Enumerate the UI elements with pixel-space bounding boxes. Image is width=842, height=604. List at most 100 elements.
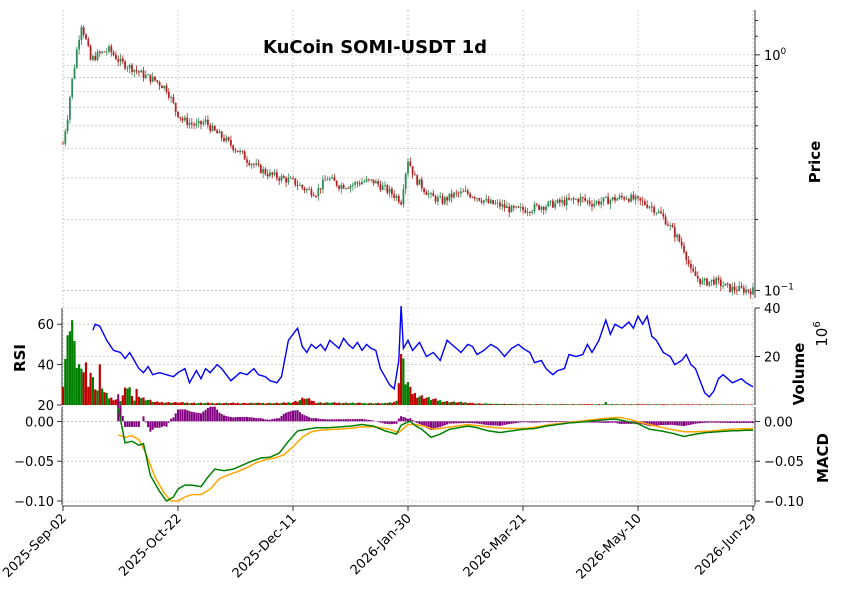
volume-bar: [642, 404, 644, 405]
candle-body: [108, 46, 110, 51]
candle-body: [676, 235, 678, 237]
candle-body: [230, 140, 232, 145]
volume-bar: [653, 404, 655, 405]
macd-histogram-bar: [308, 417, 310, 421]
volume-bar: [320, 402, 322, 405]
volume-bar: [76, 368, 78, 405]
macd-histogram-bar: [393, 421, 395, 424]
candle-body: [412, 166, 414, 174]
candle-body: [435, 196, 437, 201]
volume-bar: [729, 404, 731, 405]
macd-histogram-bar: [478, 421, 480, 423]
macd-histogram-bar: [122, 416, 124, 421]
volume-bar: [69, 331, 71, 405]
candle-body: [741, 286, 743, 288]
volume-bar: [464, 402, 466, 405]
candle-body: [589, 201, 591, 204]
candle-body: [598, 201, 600, 204]
candle-body: [738, 286, 740, 291]
candle-body: [522, 207, 524, 210]
candle-body: [462, 192, 464, 193]
macd-histogram-bar: [301, 414, 303, 421]
macd-histogram-bar: [437, 421, 439, 427]
macd-histogram-bar: [619, 421, 621, 424]
volume-bar: [474, 404, 476, 405]
macd-histogram-bar: [306, 416, 308, 421]
macd-histogram-bar: [389, 421, 391, 424]
candle-body: [331, 177, 333, 178]
macd-histogram-bar: [655, 421, 657, 425]
volume-bar: [717, 404, 719, 405]
macd-histogram-bar: [752, 421, 754, 423]
candle-body: [380, 184, 382, 189]
candle-body: [101, 52, 103, 53]
volume-bar: [119, 401, 121, 405]
volume-bar: [706, 404, 708, 405]
x-tick-label: 2025-Oct-22: [116, 511, 184, 579]
macd-histogram-bar: [605, 421, 607, 423]
candle-body: [515, 206, 517, 207]
candle-body: [508, 206, 510, 212]
volume-bar: [241, 403, 243, 405]
volume-bar: [361, 403, 363, 405]
macd-histogram-bar: [729, 421, 731, 423]
volume-bar: [269, 403, 271, 405]
volume-bar: [363, 403, 365, 405]
volume-bar: [145, 400, 147, 405]
volume-bar: [579, 404, 581, 405]
macd-histogram-bar: [442, 421, 444, 426]
volume-bar: [533, 404, 535, 405]
macd-histogram-bar: [621, 421, 623, 424]
volume-bar: [292, 402, 294, 405]
candle-body: [133, 70, 135, 72]
volume-bar: [274, 403, 276, 405]
macd-histogram-bar: [398, 419, 400, 422]
macd-histogram-bar: [416, 421, 418, 423]
candle-body: [534, 204, 536, 211]
volume-bar: [308, 398, 310, 405]
macd-histogram-bar: [354, 419, 356, 421]
macd-histogram-bar: [331, 419, 333, 421]
volume-bar: [267, 403, 269, 405]
volume-bar: [545, 404, 547, 405]
macd-histogram-bar: [405, 418, 407, 422]
candle-body: [350, 186, 352, 189]
candle-body: [196, 123, 198, 125]
macd-histogram-bar: [559, 421, 561, 422]
candle-body: [554, 203, 556, 208]
candle-body: [527, 212, 529, 213]
candle-body: [575, 199, 577, 200]
candle-body: [439, 196, 441, 197]
volume-bar: [234, 403, 236, 405]
volume-bar: [667, 404, 669, 405]
candle-body: [600, 202, 602, 205]
volume-bar: [430, 400, 432, 405]
volume-bar: [326, 402, 328, 405]
candle-body: [244, 152, 246, 160]
volume-bar: [467, 403, 469, 405]
candle-body: [232, 145, 234, 150]
macd-histogram-bar: [669, 421, 671, 425]
candle-body: [748, 290, 750, 292]
volume-bar: [329, 403, 331, 405]
macd-histogram-bar: [345, 419, 347, 421]
macd-histogram-bar: [561, 421, 563, 422]
volume-bar: [216, 403, 218, 405]
volume-bar: [405, 384, 407, 405]
volume-bar: [655, 404, 657, 405]
volume-bar: [260, 403, 262, 405]
volume-bar: [244, 403, 246, 405]
macd-histogram-bar: [359, 419, 361, 421]
candle-body: [143, 70, 145, 78]
macd-histogram-bar: [419, 421, 421, 424]
volume-bar: [439, 400, 441, 405]
volume-bar: [170, 403, 172, 405]
candle-body: [92, 56, 94, 60]
macd-histogram-bar: [566, 421, 568, 422]
volume-bar: [568, 404, 570, 405]
candle-body: [324, 180, 326, 181]
macd-histogram-bar: [711, 421, 713, 422]
volume-bar: [64, 359, 66, 405]
macd-histogram-bar: [750, 421, 752, 423]
volume-bar: [202, 403, 204, 405]
